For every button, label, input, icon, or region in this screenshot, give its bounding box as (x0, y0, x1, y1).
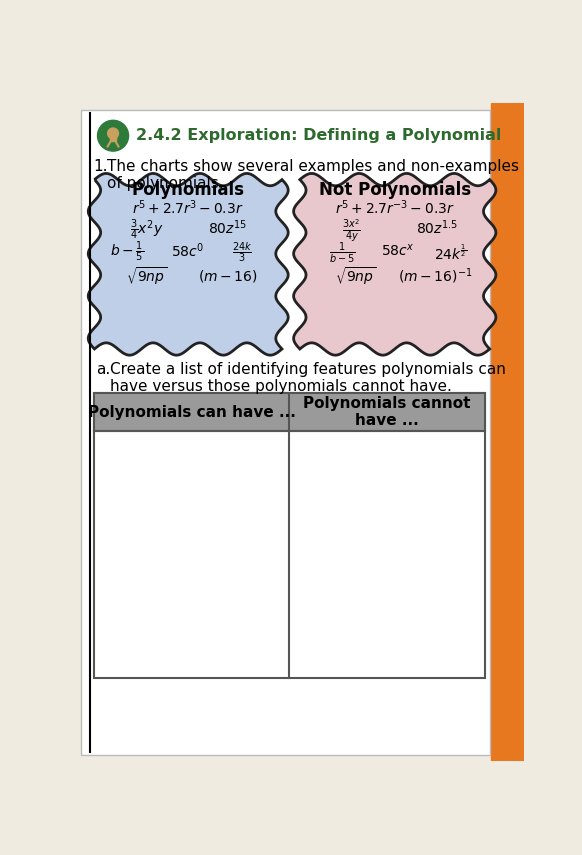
Line: 2 pts: 2 pts (115, 141, 119, 146)
Text: Polynomials can have ...: Polynomials can have ... (87, 404, 296, 420)
Text: $(m - 16)$: $(m - 16)$ (198, 268, 258, 284)
Bar (110, 136, 116, 141)
Text: The charts show several examples and non-examples
of polynomials.: The charts show several examples and non… (107, 159, 519, 192)
Bar (94, 393, 485, 678)
Text: $b - \frac{1}{5}$: $b - \frac{1}{5}$ (110, 239, 144, 264)
Text: $\sqrt{9np}$: $\sqrt{9np}$ (126, 265, 167, 286)
Text: $r^5 + 2.7r^3 - 0.3r$: $r^5 + 2.7r^3 - 0.3r$ (132, 199, 244, 217)
Bar (94, 393, 485, 432)
Polygon shape (294, 174, 496, 355)
Point (115, 141, 122, 151)
Text: 2.4.2 Exploration: Defining a Polynomial: 2.4.2 Exploration: Defining a Polynomial (136, 128, 502, 143)
Text: Polynomials: Polynomials (132, 180, 244, 198)
FancyBboxPatch shape (80, 109, 489, 755)
Text: $\frac{3x^2}{4y}$: $\frac{3x^2}{4y}$ (342, 218, 361, 245)
Point (107, 136, 114, 146)
Bar (491, 103, 524, 761)
Point (112, 136, 119, 146)
Text: Not Polynomials: Not Polynomials (319, 180, 471, 198)
Polygon shape (88, 174, 288, 355)
Text: $80z^{1.5}$: $80z^{1.5}$ (416, 219, 458, 238)
Text: $\frac{3}{4}x^2y$: $\frac{3}{4}x^2y$ (130, 217, 163, 242)
Text: $\frac{24k}{3}$: $\frac{24k}{3}$ (232, 240, 252, 264)
Circle shape (108, 128, 119, 139)
Text: $58c^0$: $58c^0$ (171, 241, 204, 260)
Text: $80z^{15}$: $80z^{15}$ (208, 219, 247, 238)
Line: 2 pts: 2 pts (108, 141, 111, 146)
Text: $\frac{1}{b-5}$: $\frac{1}{b-5}$ (329, 241, 356, 266)
Text: a.: a. (96, 362, 110, 377)
Text: 1.: 1. (93, 159, 108, 174)
Circle shape (98, 121, 129, 151)
Text: $24k^{\frac{1}{2}}$: $24k^{\frac{1}{2}}$ (434, 244, 467, 263)
Text: Polynomials cannot
have ...: Polynomials cannot have ... (303, 396, 471, 428)
Text: o: o (108, 129, 118, 143)
Text: $(m - 16)^{-1}$: $(m - 16)^{-1}$ (398, 266, 473, 286)
Text: Create a list of identifying features polynomials can
have versus those polynomi: Create a list of identifying features po… (110, 362, 506, 394)
Point (104, 141, 111, 151)
Text: $\sqrt{9np}$: $\sqrt{9np}$ (335, 265, 377, 286)
Text: $r^5 + 2.7r^{-3} - 0.3r$: $r^5 + 2.7r^{-3} - 0.3r$ (335, 199, 455, 217)
Text: $58c^x$: $58c^x$ (381, 243, 415, 258)
